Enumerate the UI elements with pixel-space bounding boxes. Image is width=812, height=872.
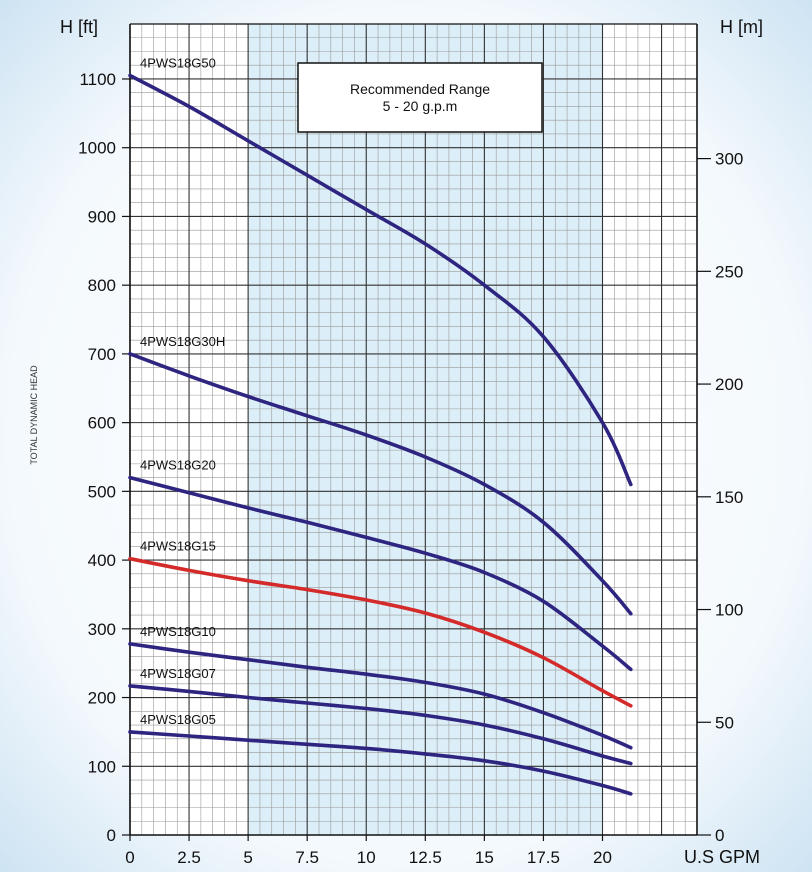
- y-tick-label: 900: [88, 207, 116, 226]
- y2-tick-label: 250: [715, 262, 743, 281]
- series-line: [128, 730, 633, 796]
- y-tick-labels: 0 100 200 300 400 500 600 700 800 900 1000 1100: [78, 70, 116, 845]
- recommended-range-box-frame: [297, 62, 543, 133]
- x-tick-label: 2.5: [177, 848, 201, 867]
- y2-tick-labels: 0 50 100 150 200 250 300: [715, 150, 743, 845]
- y-tick-label: 700: [88, 345, 116, 364]
- y2-tick-label: 150: [715, 488, 743, 507]
- series-label: 4PWS18G05: [140, 712, 216, 727]
- x-tick-label: 17.5: [527, 848, 560, 867]
- y-tick-label: 1000: [78, 139, 116, 158]
- y-axis-right-unit: H [m]: [720, 17, 763, 37]
- series-label: 4PWS18G50: [140, 56, 216, 71]
- y2-tick-label: 0: [715, 826, 724, 845]
- y2-tick-label: 100: [715, 601, 743, 620]
- recommended-range-subtitle: 5 - 20 g.p.m: [383, 98, 458, 114]
- series-label: 4PWS18G15: [140, 539, 216, 554]
- y-axis-left-unit: H [ft]: [60, 17, 98, 37]
- y-tick-label: 300: [88, 620, 116, 639]
- series-line: [128, 684, 633, 766]
- y-tick-label: 400: [88, 551, 116, 570]
- series-curves: [128, 73, 633, 796]
- y2-tick-label: 50: [715, 713, 734, 732]
- major-grid: [129, 24, 697, 836]
- y-tick-label: 200: [88, 689, 116, 708]
- x-tick-label: 0: [125, 848, 134, 867]
- x-tick-label: 15: [475, 848, 494, 867]
- series-line: [128, 73, 633, 487]
- series-line: [128, 642, 633, 750]
- x-tick-label: 20: [593, 848, 612, 867]
- y-tick-label: 600: [88, 414, 116, 433]
- series-labels: 4PWS18G50 4PWS18G30H 4PWS18G20 4PWS18G15 4PW…: [140, 56, 225, 727]
- x-tick-label: 5: [243, 848, 252, 867]
- series-label: 4PWS18G07: [140, 666, 216, 681]
- y-tick-label: 800: [88, 276, 116, 295]
- y-tick-label: 500: [88, 482, 116, 501]
- series-label: 4PWS18G20: [140, 458, 216, 473]
- y-tick-label: 0: [107, 826, 116, 845]
- recommended-range-title: Recommended Range: [350, 81, 490, 97]
- y2-tick-label: 200: [715, 375, 743, 394]
- x-tick-label: 7.5: [295, 848, 319, 867]
- x-axis-label: U.S GPM: [684, 847, 760, 867]
- series-label: 4PWS18G30H: [140, 334, 225, 349]
- total-dynamic-head-label: TOTAL DYNAMIC HEAD: [29, 365, 39, 465]
- x-tick-labels: 0 2.5 5 7.5 10 12.5 15 17.5 20: [125, 848, 612, 867]
- series-line: [128, 475, 633, 672]
- axes: [122, 23, 711, 841]
- y2-tick-label: 300: [715, 150, 743, 169]
- y-tick-label: 100: [88, 757, 116, 776]
- recommended-range-box: Recommended Range 5 - 20 g.p.m: [297, 62, 543, 133]
- series-label: 4PWS18G10: [140, 624, 216, 639]
- x-tick-label: 12.5: [409, 848, 442, 867]
- series-line: [128, 352, 633, 616]
- series-line: [128, 556, 633, 708]
- y-tick-label: 1100: [79, 70, 116, 89]
- x-tick-label: 10: [357, 848, 376, 867]
